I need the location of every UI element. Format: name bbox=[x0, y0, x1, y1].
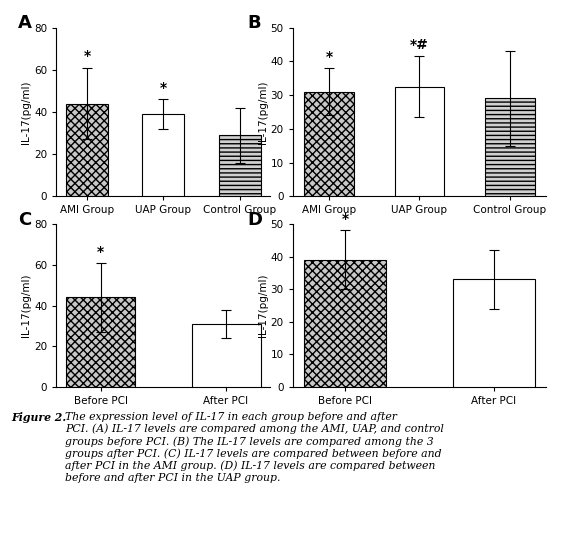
Y-axis label: IL-17(pg/ml): IL-17(pg/ml) bbox=[258, 80, 268, 144]
Text: *: * bbox=[97, 244, 104, 259]
Text: *: * bbox=[160, 81, 167, 95]
Text: *#: *# bbox=[410, 38, 429, 52]
Bar bbox=[191, 324, 261, 387]
Text: C: C bbox=[18, 211, 31, 229]
Bar bbox=[218, 135, 261, 196]
Bar bbox=[304, 260, 386, 387]
Text: The expression level of IL-17 in each group before and after
PCI. (A) IL-17 leve: The expression level of IL-17 in each gr… bbox=[65, 412, 444, 483]
Bar bbox=[142, 114, 184, 196]
Text: *: * bbox=[342, 212, 348, 226]
Bar bbox=[453, 279, 535, 387]
Y-axis label: IL-17(pg/ml): IL-17(pg/ml) bbox=[258, 274, 268, 337]
Text: D: D bbox=[247, 211, 262, 229]
Text: B: B bbox=[247, 14, 261, 32]
Bar bbox=[485, 98, 535, 196]
Text: Figure 2.: Figure 2. bbox=[11, 412, 66, 423]
Bar bbox=[66, 298, 135, 387]
Bar bbox=[304, 92, 354, 196]
Bar bbox=[395, 87, 444, 196]
Text: *: * bbox=[83, 49, 91, 64]
Text: A: A bbox=[18, 14, 32, 32]
Y-axis label: IL-17(pg/ml): IL-17(pg/ml) bbox=[21, 80, 32, 144]
Bar bbox=[66, 103, 108, 196]
Text: *: * bbox=[325, 50, 333, 64]
Y-axis label: IL-17(pg/ml): IL-17(pg/ml) bbox=[21, 274, 32, 337]
